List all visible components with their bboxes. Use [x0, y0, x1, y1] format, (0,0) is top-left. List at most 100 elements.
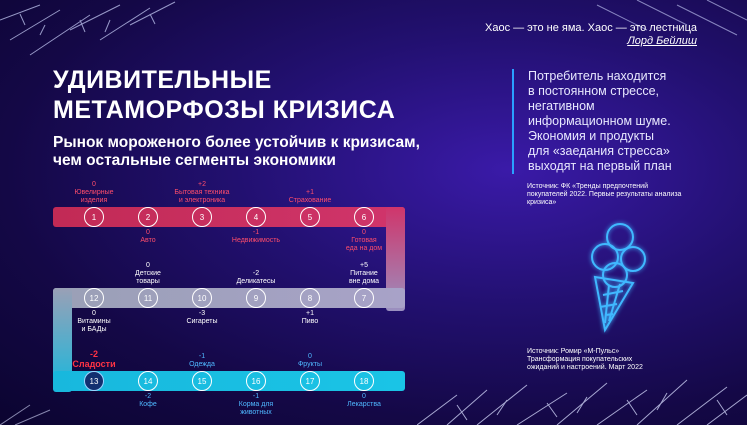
rank-change: -2	[252, 270, 260, 277]
source-line: кризиса»	[527, 199, 557, 206]
frost-bottom-left-decoration	[0, 404, 51, 425]
rank-category: Сигареты	[186, 318, 218, 325]
rank-node-5: 5	[300, 207, 320, 227]
title-line-1: УДИВИТЕЛЬНЫЕ	[53, 66, 272, 94]
rank-label-14: -2 Кофе	[113, 393, 183, 409]
rank-node-9: 9	[246, 288, 266, 308]
rank-category: Одежда	[189, 361, 215, 368]
rank-change: 0	[92, 310, 96, 317]
rank-change: -1	[252, 393, 260, 400]
insight-line: Потребитель находится	[528, 69, 667, 83]
row-band-1	[53, 207, 405, 227]
source-note-2: Источник: Ромир «М-Пульс» Трансформация …	[527, 348, 643, 372]
rank-label-8: +1 Пиво	[275, 310, 345, 326]
rank-node-12: 12	[84, 288, 104, 308]
rank-change: +1	[306, 189, 314, 196]
row-connector-right	[386, 207, 405, 311]
rank-node-13: 13	[84, 371, 104, 391]
rank-label-11: 0 Детские товары	[113, 262, 183, 286]
rank-change: 0	[308, 353, 312, 360]
rank-category: изделия	[80, 197, 108, 204]
rank-node-6: 6	[354, 207, 374, 227]
rank-change: +5	[360, 262, 368, 269]
rank-category: Недвижимость	[231, 237, 281, 244]
rank-label-13: -2 Сладости	[59, 349, 129, 369]
rank-node-11: 11	[138, 288, 158, 308]
rank-label-9: -2 Деликатесы	[221, 270, 291, 286]
insight-card: Потребитель находится в постоянном стрес…	[512, 69, 708, 174]
rank-change: -2	[144, 393, 152, 400]
rank-label-17: 0 Фрукты	[275, 353, 345, 369]
source-line: Трансформация покупательских	[527, 356, 633, 363]
quote-text: Хаос — это не яма. Хаос — это лестница	[485, 22, 697, 34]
rank-category: и БАДы	[81, 326, 107, 333]
rank-change: -2	[89, 349, 98, 359]
insight-line: для «заедания стресса»	[528, 144, 670, 158]
rank-category: Витамины	[77, 318, 111, 325]
rank-change: 0	[92, 181, 96, 188]
source-line: покупателей 2022. Первые результаты анал…	[527, 191, 682, 198]
rank-label-5: +1 Страхование	[275, 189, 345, 205]
rank-label-7: +5 Питание вне дома	[329, 262, 399, 286]
rank-category: еда на дом	[345, 245, 383, 252]
rank-node-7: 7	[354, 288, 374, 308]
rank-label-4: -1 Недвижимость	[221, 229, 291, 245]
rank-category: Ювелирные	[74, 189, 114, 196]
rank-node-14: 14	[138, 371, 158, 391]
rank-category: Корма для	[238, 401, 274, 408]
rank-category: вне дома	[348, 278, 380, 285]
rank-label-6: 0 Готовая еда на дом	[329, 229, 399, 253]
rank-category: Страхование	[288, 197, 332, 204]
rank-label-1: 0 Ювелирные изделия	[59, 181, 129, 205]
rank-category: Лекарства	[347, 401, 381, 408]
quote-author: Лорд Бейлиш	[627, 35, 697, 47]
rank-label-15: -1 Одежда	[167, 353, 237, 369]
rank-label-2: 0 Авто	[113, 229, 183, 245]
frost-top-left-decoration	[0, 1, 176, 56]
rank-node-18: 18	[354, 371, 374, 391]
rank-node-1: 1	[84, 207, 104, 227]
insight-line: выходят на первый план	[528, 159, 672, 173]
ice-cream-cone-icon	[591, 223, 646, 333]
frost-bottom-right-decoration	[417, 379, 747, 425]
subtitle-line-1: Рынок мороженого более устойчив к кризис…	[53, 134, 420, 151]
title-line-2: МЕТАМОРФОЗЫ КРИЗИСА	[53, 96, 396, 124]
rank-label-12: 0 Витамины и БАДы	[59, 310, 129, 334]
rank-change: -1	[198, 353, 206, 360]
rank-label-16: -1 Корма для животных	[221, 393, 291, 417]
rank-node-17: 17	[300, 371, 320, 391]
rank-change: -3	[198, 310, 206, 317]
rank-node-15: 15	[192, 371, 212, 391]
rank-category: Бытовая техника	[174, 189, 230, 196]
rank-change: 0	[362, 393, 366, 400]
rank-category: товары	[136, 278, 160, 285]
rank-change: 0	[362, 229, 366, 236]
rank-category: Готовая	[351, 237, 377, 244]
rank-change: +1	[306, 310, 314, 317]
rank-category: животных	[240, 409, 272, 416]
rank-category: Питание	[350, 270, 378, 277]
source-line: ожиданий и настроений. Март 2022	[527, 364, 643, 371]
rank-change: -1	[252, 229, 260, 236]
rank-change: 0	[146, 229, 150, 236]
rank-category: и электроника	[178, 197, 226, 204]
source-line: Источник: ФК «Тренды предпочтений	[527, 183, 648, 190]
source-line: Источник: Ромир «М-Пульс»	[527, 348, 620, 355]
rank-node-8: 8	[300, 288, 320, 308]
row-band-3	[53, 371, 405, 391]
insight-line: информационном шуме.	[528, 114, 671, 128]
rank-change: +2	[198, 181, 206, 188]
rank-node-10: 10	[192, 288, 212, 308]
rank-category: Кофе	[139, 401, 157, 408]
rank-node-16: 16	[246, 371, 266, 391]
rank-change: 0	[146, 262, 150, 269]
rank-node-3: 3	[192, 207, 212, 227]
quote: Хаос — это не яма. Хаос — это лестница Л…	[485, 22, 697, 48]
source-note-1: Источник: ФК «Тренды предпочтений покупа…	[527, 183, 681, 207]
rank-category: Авто	[140, 237, 156, 244]
page-subtitle: Рынок мороженого более устойчив к кризис…	[53, 134, 420, 170]
page-title: УДИВИТЕЛЬНЫЕ МЕТАМОРФОЗЫ КРИЗИСА	[53, 65, 395, 125]
insight-line: в постоянном стрессе,	[528, 84, 660, 98]
rank-label-3: +2 Бытовая техника и электроника	[167, 181, 237, 205]
